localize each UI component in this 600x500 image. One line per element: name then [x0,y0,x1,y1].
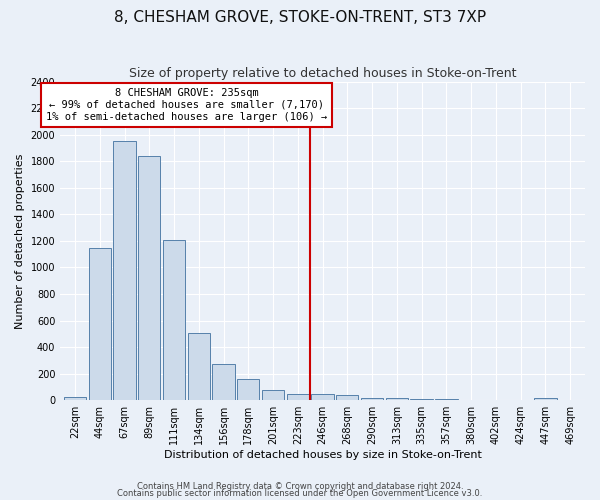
Bar [534,398,557,400]
Text: 8 CHESHAM GROVE: 235sqm
← 99% of detached houses are smaller (7,170)
1% of semi-: 8 CHESHAM GROVE: 235sqm ← 99% of detache… [46,88,327,122]
Bar [287,394,309,400]
Bar [336,395,358,400]
Bar [188,332,210,400]
Text: Contains HM Land Registry data © Crown copyright and database right 2024.: Contains HM Land Registry data © Crown c… [137,482,463,491]
Bar [163,240,185,400]
Bar [212,364,235,400]
Bar [113,142,136,400]
X-axis label: Distribution of detached houses by size in Stoke-on-Trent: Distribution of detached houses by size … [164,450,482,460]
Bar [361,398,383,400]
Bar [237,379,259,400]
Bar [138,156,160,400]
Title: Size of property relative to detached houses in Stoke-on-Trent: Size of property relative to detached ho… [129,68,517,80]
Bar [89,248,111,400]
Bar [64,397,86,400]
Bar [262,390,284,400]
Y-axis label: Number of detached properties: Number of detached properties [15,153,25,328]
Bar [311,394,334,400]
Text: Contains public sector information licensed under the Open Government Licence v3: Contains public sector information licen… [118,490,482,498]
Bar [410,398,433,400]
Bar [435,399,458,400]
Bar [386,398,408,400]
Text: 8, CHESHAM GROVE, STOKE-ON-TRENT, ST3 7XP: 8, CHESHAM GROVE, STOKE-ON-TRENT, ST3 7X… [114,10,486,25]
